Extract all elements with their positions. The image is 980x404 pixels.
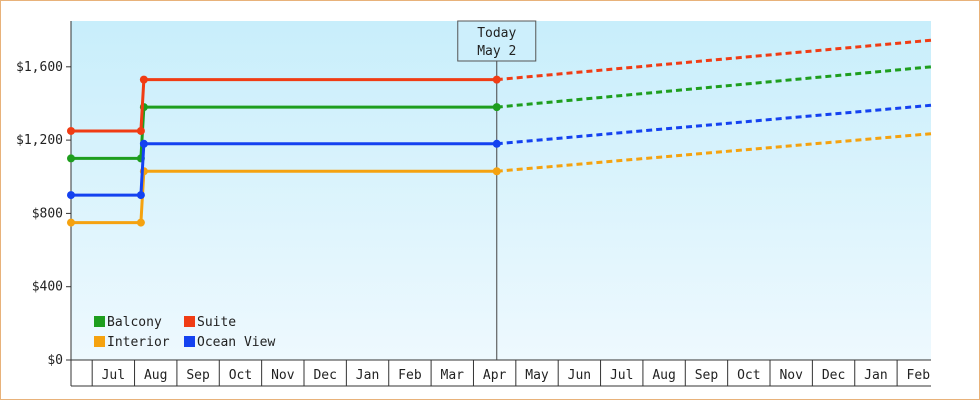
data-point [67, 191, 75, 200]
x-tick-label: Sep [186, 368, 210, 383]
x-tick-label: Apr [483, 368, 507, 383]
y-tick-label: $1,600 [16, 60, 63, 75]
x-tick-label: Aug [652, 368, 675, 383]
y-tick-label: $400 [32, 280, 63, 295]
data-point [139, 75, 148, 84]
data-point [492, 167, 501, 176]
legend-label: Interior [107, 335, 170, 350]
today-label: Today [477, 26, 516, 41]
x-tick-label: Nov [271, 368, 295, 383]
x-tick-label: Jan [864, 368, 887, 383]
data-point [492, 103, 501, 112]
series-projection-line [496, 103, 932, 146]
legend-swatch [184, 316, 195, 327]
data-point [136, 218, 145, 227]
legend-swatch [184, 336, 195, 347]
series-line [71, 142, 497, 197]
x-tick-label: Mar [441, 368, 465, 383]
x-tick-label: Feb [907, 368, 931, 383]
x-tick-label: May [525, 368, 549, 383]
legend-label: Suite [197, 315, 236, 330]
x-tick-label: Jun [568, 368, 591, 383]
x-tick-label: Oct [229, 368, 252, 383]
today-box [457, 20, 537, 62]
series-line [71, 78, 497, 133]
legend-label: Ocean View [197, 335, 275, 350]
y-tick-label: $0 [47, 353, 63, 368]
data-point [136, 126, 145, 135]
data-point [136, 191, 145, 200]
x-tick-label: Feb [398, 368, 422, 383]
series-projection-line [496, 65, 932, 109]
x-tick-label: Dec [313, 368, 336, 383]
data-point [139, 139, 148, 148]
x-tick-label: Jul [610, 368, 633, 383]
x-tick-label: Jul [102, 368, 125, 383]
data-point [67, 126, 75, 135]
x-tick-label: Oct [737, 368, 760, 383]
x-tick-label: Dec [822, 368, 845, 383]
legend-swatch [94, 336, 105, 347]
y-tick-label: $800 [32, 206, 63, 221]
x-tick-label: Aug [144, 368, 167, 383]
data-point [67, 154, 75, 163]
x-tick-label: Jan [356, 368, 379, 383]
series-projection-line [496, 132, 932, 173]
x-tick-label: Sep [695, 368, 719, 383]
legend-swatch [94, 316, 105, 327]
data-point [492, 75, 501, 84]
today-date: May 2 [477, 44, 516, 59]
plot-area [71, 21, 931, 360]
data-point [492, 139, 501, 148]
x-tick-label: Nov [779, 368, 803, 383]
series-projection-line [496, 38, 932, 82]
legend-label: Balcony [107, 315, 162, 330]
y-tick-label: $1,200 [16, 133, 63, 148]
data-point [67, 218, 75, 227]
